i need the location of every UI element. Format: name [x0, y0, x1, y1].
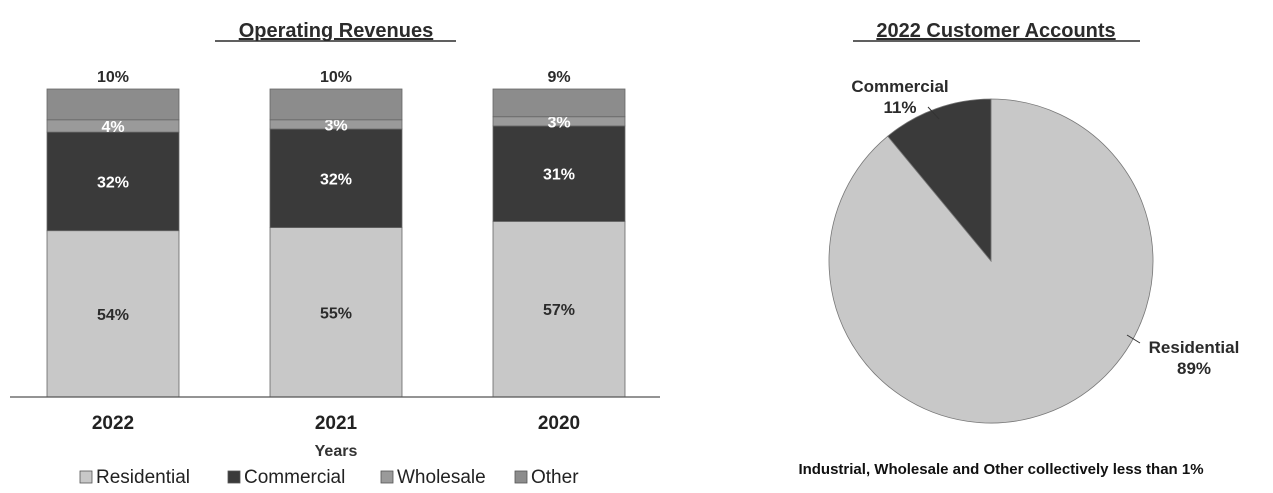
- data-label-commercial-2020: 31%: [543, 167, 575, 184]
- bar-residential-2021: [269, 227, 403, 398]
- data-label-other-2020: 9%: [547, 69, 570, 86]
- pie-leader-residential: [1126, 334, 1141, 344]
- legend-swatch-other: [514, 470, 528, 484]
- legend: Residential Commercial Wholesale Other: [79, 467, 579, 488]
- legend-label-other: Other: [531, 467, 579, 488]
- data-label-residential-2022: 54%: [97, 307, 129, 324]
- customer-accounts-chart: 2022 Customer Accounts Commercial 11% Resi…: [798, 20, 1239, 478]
- x-tick-2021: 2021: [315, 413, 358, 434]
- pie-label-residential-name: Residential: [1149, 338, 1240, 357]
- x-tick-2022: 2022: [92, 413, 134, 434]
- pie-slices: [828, 98, 1154, 424]
- pie-leader-commercial: [927, 106, 940, 120]
- pie-chart-title: 2022 Customer Accounts: [876, 20, 1115, 42]
- bar-other-2021: [269, 88, 403, 121]
- x-tick-labels: 2022 2021 2020: [92, 413, 580, 434]
- data-label-wholesale-2020: 3%: [547, 114, 570, 131]
- bar-stacks: 54% 32% 4% 10% 55% 32% 3% 10% 57% 31% 3% 9%: [46, 69, 626, 398]
- data-label-commercial-2021: 32%: [320, 171, 352, 188]
- pie-labels: Commercial 11% Residential 89%: [851, 77, 1239, 378]
- legend-swatch-residential: [79, 470, 93, 484]
- bar-chart-title: Operating Revenues: [239, 20, 434, 42]
- bar-commercial-2022: [46, 131, 180, 232]
- x-tick-2020: 2020: [538, 413, 580, 434]
- bar-other-2020: [492, 88, 626, 118]
- pie-label-commercial-name: Commercial: [851, 77, 948, 96]
- data-label-residential-2021: 55%: [320, 305, 352, 322]
- bar-other-2022: [46, 88, 180, 121]
- data-label-residential-2020: 57%: [543, 302, 575, 319]
- bar-commercial-2020: [492, 125, 626, 222]
- bar-residential-2020: [492, 221, 626, 398]
- data-label-other-2021: 10%: [320, 69, 352, 86]
- pie-label-commercial-value: 11%: [883, 98, 916, 117]
- operating-revenues-chart: Operating Revenues 54% 32% 4% 10% 55% 32% 3% 10…: [10, 20, 660, 488]
- legend-label-residential: Residential: [96, 467, 190, 488]
- pie-label-residential-value: 89%: [1177, 359, 1211, 378]
- pie-note: Industrial, Wholesale and Other collecti…: [798, 461, 1203, 478]
- x-axis-title: Years: [315, 443, 358, 460]
- data-label-commercial-2022: 32%: [97, 174, 129, 191]
- legend-label-commercial: Commercial: [244, 467, 345, 488]
- legend-swatch-commercial: [227, 470, 241, 484]
- data-label-other-2022: 10%: [97, 69, 129, 86]
- legend-label-wholesale: Wholesale: [397, 467, 486, 488]
- legend-swatch-wholesale: [380, 470, 394, 484]
- bar-commercial-2021: [269, 128, 403, 228]
- pie-slice-commercial: [887, 98, 992, 263]
- data-label-wholesale-2021: 3%: [324, 117, 347, 134]
- data-label-wholesale-2022: 4%: [101, 119, 124, 136]
